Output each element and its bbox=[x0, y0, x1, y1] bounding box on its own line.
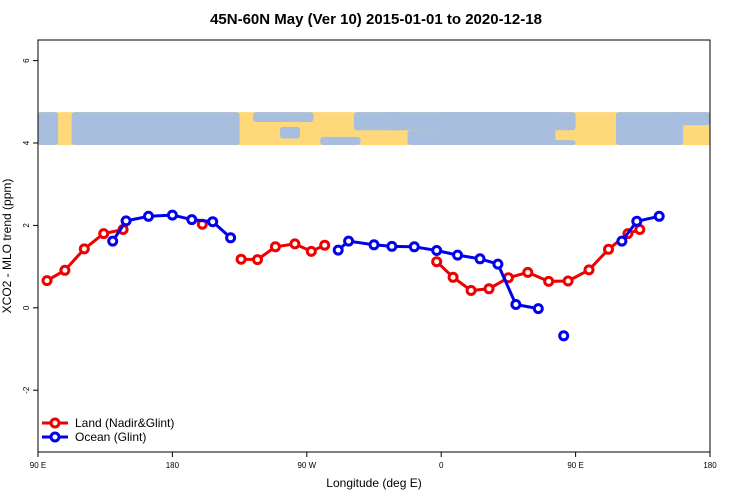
y-tick-label: 6 bbox=[22, 58, 31, 63]
x-axis: 90 E 180 90 W 0 90 E 180 bbox=[30, 452, 717, 470]
legend-ocean-label: Ocean (Glint) bbox=[75, 430, 146, 444]
series-land-point bbox=[583, 264, 595, 276]
map-band-ocean bbox=[441, 112, 556, 146]
series-land-point bbox=[483, 283, 495, 295]
legend-ocean-marker bbox=[49, 431, 61, 443]
x-tick-label: 90 E bbox=[567, 461, 583, 470]
series-ocean bbox=[107, 209, 665, 342]
series-land-point bbox=[305, 245, 317, 257]
series-land-point bbox=[289, 238, 301, 250]
series-land-point bbox=[465, 285, 477, 296]
series-ocean-point bbox=[166, 209, 178, 221]
y-tick-label: -2 bbox=[22, 386, 31, 394]
map-band-ocean bbox=[407, 130, 448, 146]
series-ocean-point bbox=[368, 239, 380, 251]
series-ocean-point bbox=[207, 216, 219, 228]
series-land-point bbox=[319, 239, 331, 251]
series-land-point bbox=[59, 264, 71, 276]
series-ocean-point bbox=[386, 240, 398, 252]
x-tick-label: 180 bbox=[166, 461, 180, 470]
x-tick-label: 90 E bbox=[30, 461, 46, 470]
map-band-ocean bbox=[38, 112, 59, 146]
series-land-point bbox=[269, 241, 281, 253]
legend-land-marker bbox=[49, 417, 61, 429]
series-land-point bbox=[78, 243, 90, 255]
series-land-point bbox=[41, 275, 53, 287]
series-ocean-point bbox=[474, 253, 486, 265]
y-tick-label: 0 bbox=[22, 305, 31, 310]
map-band-ocean bbox=[548, 140, 576, 146]
series-ocean-point bbox=[492, 258, 504, 270]
series-ocean-point bbox=[558, 330, 570, 342]
series-ocean-point bbox=[452, 249, 464, 261]
series-ocean-point bbox=[143, 210, 154, 222]
map-band-ocean bbox=[253, 112, 314, 122]
map-band-ocean bbox=[615, 112, 684, 146]
map-band-ocean bbox=[669, 112, 710, 126]
series-land-point bbox=[98, 228, 110, 240]
series-ocean-point bbox=[532, 303, 544, 315]
series-ocean-point bbox=[186, 214, 198, 226]
y-axis-label: XCO2 - MLO trend (ppm) bbox=[0, 179, 14, 314]
y-tick-label: 4 bbox=[22, 140, 31, 145]
series-ocean-point bbox=[332, 244, 344, 256]
map-band bbox=[38, 112, 710, 146]
series-land-point bbox=[543, 275, 555, 287]
series-land-point bbox=[603, 243, 614, 255]
map-band-ocean bbox=[158, 130, 227, 146]
series-layer bbox=[41, 209, 665, 342]
series-land-point bbox=[562, 275, 574, 287]
series-land-point bbox=[235, 253, 247, 265]
map-band-ocean bbox=[279, 126, 301, 139]
series-land-point bbox=[252, 254, 263, 266]
series-ocean-point bbox=[653, 210, 665, 222]
series-land bbox=[41, 218, 646, 296]
x-tick-label: 180 bbox=[703, 461, 717, 470]
series-ocean-point bbox=[616, 235, 628, 247]
x-tick-label: 90 W bbox=[297, 461, 316, 470]
series-ocean-point bbox=[408, 241, 420, 253]
x-tick-label: 0 bbox=[439, 461, 444, 470]
series-ocean-point bbox=[510, 299, 522, 310]
x-axis-label: Longitude (deg E) bbox=[326, 476, 421, 490]
series-ocean-point bbox=[107, 235, 119, 247]
series-ocean-point bbox=[120, 215, 132, 227]
series-ocean-point bbox=[631, 215, 643, 227]
map-band-ocean bbox=[320, 136, 361, 146]
series-land-point bbox=[522, 266, 534, 278]
series-ocean-point bbox=[343, 235, 355, 247]
y-axis: -2 0 2 4 6 bbox=[22, 58, 38, 394]
series-land-point bbox=[447, 271, 459, 283]
legend: Land (Nadir&Glint) Ocean (Glint) bbox=[42, 416, 174, 444]
y-tick-label: 2 bbox=[22, 223, 31, 228]
series-ocean-point bbox=[225, 232, 237, 244]
series-ocean-point bbox=[431, 245, 443, 256]
legend-land-label: Land (Nadir&Glint) bbox=[75, 416, 174, 430]
series-land-point bbox=[431, 256, 443, 268]
plot-frame bbox=[37, 39, 711, 453]
chart-title: 45N-60N May (Ver 10) 2015-01-01 to 2020-… bbox=[210, 11, 542, 28]
